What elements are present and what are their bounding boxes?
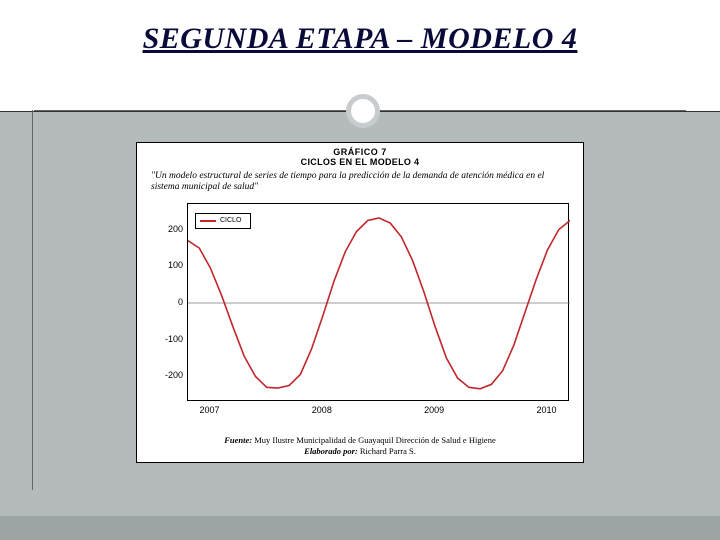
vertical-divider xyxy=(32,110,33,490)
plot-area xyxy=(187,203,569,401)
author-label: Elaborado por: xyxy=(304,446,358,456)
plot-region: CICLO -200 -100 0 100 200 2007 2008 2009 2010 xyxy=(137,197,583,433)
y-tick-label: -100 xyxy=(143,334,183,344)
chart-supertitle: GRÁFICO 7 xyxy=(145,147,575,157)
source-text: Muy Ilustre Municipalidad de Guayaquil D… xyxy=(252,435,496,445)
author-text: Richard Parra S. xyxy=(358,446,416,456)
y-tick-label: -200 xyxy=(143,370,183,380)
chart-title: CICLOS EN EL MODELO 4 xyxy=(145,157,575,167)
footer-band xyxy=(0,516,720,540)
chart-subtitle: "Un modelo estructural de series de tiem… xyxy=(137,169,583,197)
line-chart-svg xyxy=(188,204,570,402)
legend-box: CICLO xyxy=(195,213,251,229)
x-tick-label: 2007 xyxy=(189,405,229,415)
y-tick-label: 0 xyxy=(143,297,183,307)
chart-header: GRÁFICO 7 CICLOS EN EL MODELO 4 xyxy=(137,143,583,169)
y-tick-label: 200 xyxy=(143,224,183,234)
slide: SEGUNDA ETAPA – MODELO 4 GRÁFICO 7 CICLO… xyxy=(0,0,720,540)
chart-card: GRÁFICO 7 CICLOS EN EL MODELO 4 "Un mode… xyxy=(136,142,584,463)
legend-swatch xyxy=(200,220,216,222)
chart-source: Fuente: Muy Ilustre Municipalidad de Gua… xyxy=(137,433,583,446)
slide-title: SEGUNDA ETAPA – MODELO 4 xyxy=(0,22,720,56)
source-label: Fuente: xyxy=(224,435,252,445)
x-tick-label: 2008 xyxy=(302,405,342,415)
chart-author: Elaborado por: Richard Parra S. xyxy=(137,446,583,462)
legend-label: CICLO xyxy=(220,217,241,224)
x-tick-label: 2009 xyxy=(414,405,454,415)
x-tick-label: 2010 xyxy=(527,405,567,415)
y-tick-label: 100 xyxy=(143,260,183,270)
ring-decoration-icon xyxy=(346,94,380,128)
